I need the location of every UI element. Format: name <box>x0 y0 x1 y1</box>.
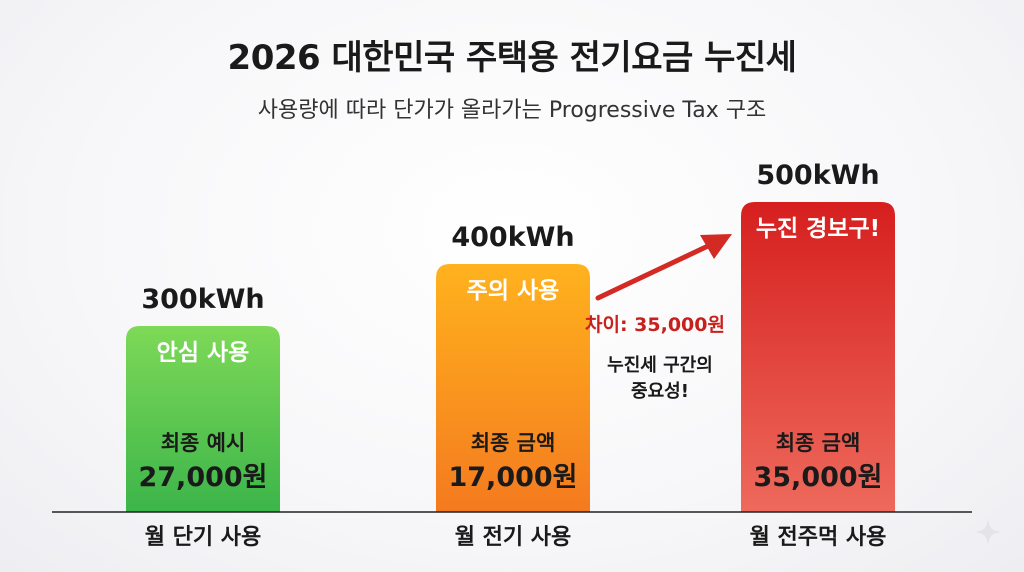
category-label-high: 월 전주먹 사용 <box>750 525 887 550</box>
page-title: 2026 대한민국 주택용 전기요금 누진세 <box>227 38 797 78</box>
bar-mid <box>436 264 590 512</box>
difference-label: 차이: 35,000원 <box>585 314 725 336</box>
value-label-mid: 400kWh <box>451 222 574 253</box>
difference-arrow-line <box>595 243 711 301</box>
category-label-low: 월 단기 사용 <box>145 525 262 550</box>
bar-low <box>126 326 280 512</box>
status-label-high: 누진 경보구! <box>756 216 880 242</box>
page-subtitle: 사용량에 따라 단가가 올라가는 Progressive Tax 구조 <box>257 98 767 123</box>
annotation-note-line2: 중요성! <box>631 381 689 402</box>
status-label-low: 안심 사용 <box>157 340 250 366</box>
value-label-high: 500kWh <box>756 160 879 191</box>
status-label-mid: 주의 사용 <box>467 278 560 304</box>
sparkle-icon <box>975 519 1001 545</box>
amount-value-low: 27,000원 <box>138 462 267 493</box>
amount-value-high: 35,000원 <box>753 462 882 493</box>
annotation-note-line1: 누진세 구간의 <box>607 355 713 376</box>
amount-label-high: 최종 금액 <box>776 431 861 455</box>
value-label-low: 300kWh <box>141 284 264 315</box>
amount-label-mid: 최종 금액 <box>471 431 556 455</box>
amount-label-low: 최종 예시 <box>161 431 246 455</box>
amount-value-mid: 17,000원 <box>448 462 577 493</box>
bar-high <box>741 202 895 512</box>
category-label-mid: 월 전기 사용 <box>455 525 572 550</box>
difference-arrow-head <box>700 234 732 259</box>
